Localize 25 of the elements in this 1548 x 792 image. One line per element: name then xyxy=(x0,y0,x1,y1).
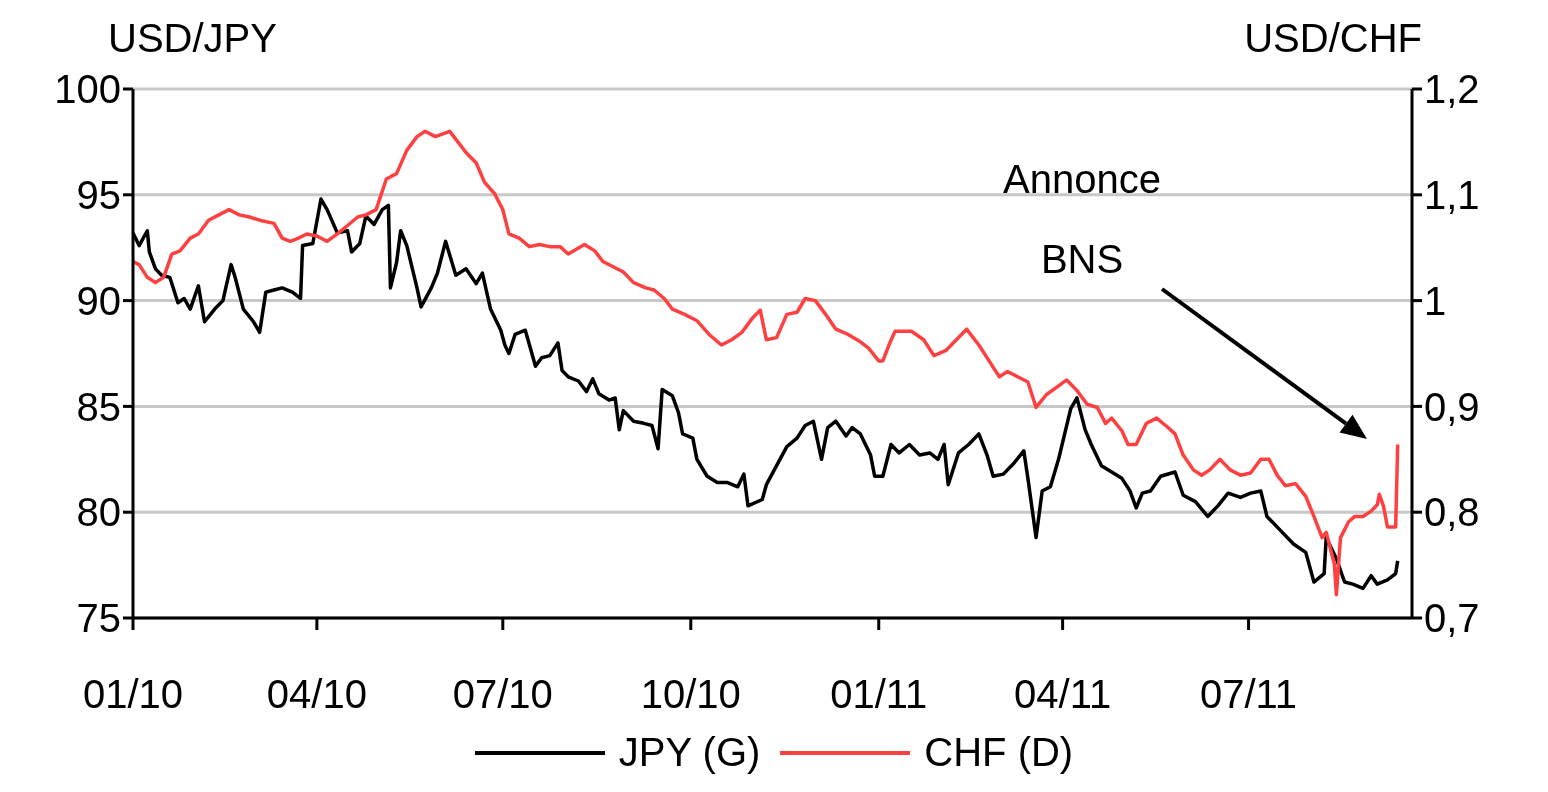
x-tick-label: 10/10 xyxy=(640,672,741,717)
y-tick-label: 85 xyxy=(76,384,121,429)
legend-label: JPY (G) xyxy=(618,730,761,775)
y2-tick-label: 0,9 xyxy=(1424,384,1480,429)
x-tick-label: 04/11 xyxy=(1014,672,1112,717)
y-tick-label: 90 xyxy=(76,278,121,323)
legend-label: CHF (D) xyxy=(924,730,1074,775)
x-tick-label: 07/10 xyxy=(452,672,553,717)
y2-tick-label: 0,7 xyxy=(1424,596,1480,641)
y2-tick-label: 1 xyxy=(1424,278,1447,323)
y2-tick-label: 0,8 xyxy=(1424,490,1480,535)
line-series xyxy=(133,129,1400,597)
x-tick-label: 07/11 xyxy=(1199,672,1298,717)
annotation: Annonce BNS xyxy=(1002,156,1162,283)
y2-tick-label: 1,1 xyxy=(1424,173,1480,217)
x-tick-label: 01/11 xyxy=(830,672,928,717)
y-axis-title: USD/JPY xyxy=(108,16,277,61)
y-tick-label: 80 xyxy=(76,490,121,535)
y-tick-label: 75 xyxy=(76,596,121,641)
y-tick-label: 100 xyxy=(54,67,121,112)
y-tick-label: 95 xyxy=(76,173,121,217)
x-tick-label: 01/10 xyxy=(82,672,184,717)
y2-tick-label: 1,2 xyxy=(1424,67,1480,112)
x-tick-label: 04/10 xyxy=(266,672,367,717)
y2-axis-title: USD/CHF xyxy=(1244,16,1422,61)
